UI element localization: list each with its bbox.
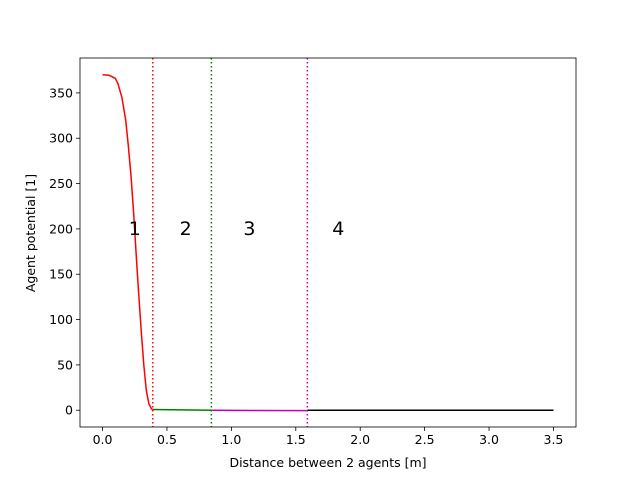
x-tick-label: 2.0 bbox=[350, 432, 370, 447]
plot-frame bbox=[79, 57, 577, 428]
region-label-3: 3 bbox=[243, 218, 255, 240]
region-label-1: 1 bbox=[129, 218, 141, 240]
region-label-4: 4 bbox=[332, 218, 344, 240]
y-tick-label: 150 bbox=[49, 267, 73, 282]
series-line-2 bbox=[152, 408, 213, 411]
y-tick-label: 350 bbox=[49, 85, 73, 100]
x-tick-label: 3.0 bbox=[479, 432, 499, 447]
x-tick-label: 1.5 bbox=[286, 432, 306, 447]
region-annotations: 1 2 3 4 bbox=[129, 218, 345, 240]
y-tick-label: 300 bbox=[49, 131, 73, 146]
x-tick-label: 2.5 bbox=[415, 432, 435, 447]
y-tick-label: 200 bbox=[49, 221, 73, 236]
x-axis-label: Distance between 2 agents [m] bbox=[229, 455, 426, 470]
x-tick-label: 1.0 bbox=[221, 432, 241, 447]
x-tick-label: 3.5 bbox=[544, 432, 564, 447]
series-line-1 bbox=[102, 74, 154, 411]
y-tick-label: 0 bbox=[65, 403, 73, 418]
y-tick-label: 50 bbox=[57, 357, 73, 372]
region-label-2: 2 bbox=[180, 218, 192, 240]
reference-lines bbox=[152, 58, 309, 427]
x-tick-label: 0.0 bbox=[93, 432, 113, 447]
x-axis: 0.0 0.5 1.0 1.5 2.0 2.5 3.0 3.5 bbox=[93, 427, 564, 447]
y-tick-label: 100 bbox=[49, 312, 73, 327]
x-tick-label: 0.5 bbox=[157, 432, 177, 447]
series-lines bbox=[102, 74, 554, 412]
y-axis: 0 50 100 150 200 250 300 350 bbox=[49, 85, 80, 418]
y-axis-label: Agent potential [1] bbox=[23, 174, 38, 292]
y-tick-label: 250 bbox=[49, 176, 73, 191]
